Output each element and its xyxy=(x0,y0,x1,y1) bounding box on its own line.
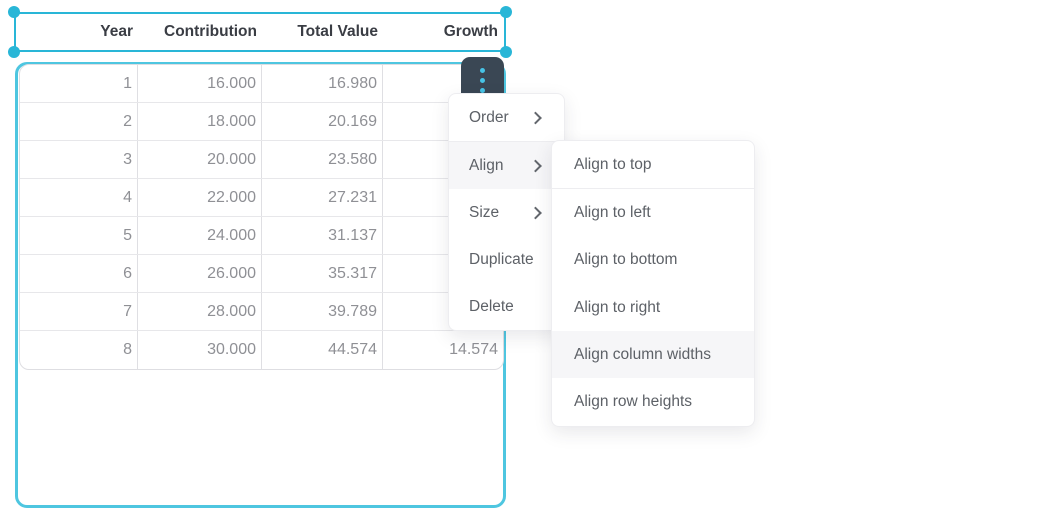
cell-contribution[interactable]: 28.000 xyxy=(138,293,262,330)
cell-total-value[interactable]: 39.789 xyxy=(262,293,383,330)
cell-contribution[interactable]: 18.000 xyxy=(138,103,262,140)
submenu-item-align-column-widths[interactable]: Align column widths xyxy=(552,331,754,379)
table-header-element[interactable]: Year Contribution Total Value Growth xyxy=(14,12,506,52)
data-table: 1 16.000 16.980 2 18.000 20.169 3 20.000… xyxy=(19,64,504,370)
menu-item-label: Align to left xyxy=(574,203,651,221)
cell-total-value[interactable]: 16.980 xyxy=(262,65,383,102)
cell-year[interactable]: 2 xyxy=(20,103,138,140)
menu-item-align[interactable]: Align xyxy=(449,142,564,189)
menu-separator xyxy=(449,141,564,142)
column-header-year[interactable]: Year xyxy=(100,23,133,40)
menu-item-label: Align row heights xyxy=(574,393,693,411)
table-row: 8 30.000 44.574 14.574 xyxy=(20,331,503,369)
cell-contribution[interactable]: 24.000 xyxy=(138,217,262,254)
menu-item-size[interactable]: Size xyxy=(449,189,564,236)
cell-year[interactable]: 7 xyxy=(20,293,138,330)
chevron-right-icon xyxy=(529,111,542,124)
cell-year[interactable]: 5 xyxy=(20,217,138,254)
align-submenu: Align to top Align to left Align to bott… xyxy=(551,140,755,427)
column-header-growth[interactable]: Growth xyxy=(443,23,498,40)
selection-handle-top-right[interactable] xyxy=(500,6,512,18)
table-row: 4 22.000 27.231 xyxy=(20,179,503,217)
cell-total-value[interactable]: 23.580 xyxy=(262,141,383,178)
menu-item-delete[interactable]: Delete xyxy=(449,283,564,330)
table-row: 1 16.000 16.980 xyxy=(20,65,503,103)
cell-total-value[interactable]: 44.574 xyxy=(262,331,383,369)
cell-year[interactable]: 8 xyxy=(20,331,138,369)
cell-year[interactable]: 1 xyxy=(20,65,138,102)
cell-growth[interactable]: 14.574 xyxy=(449,341,498,358)
chevron-right-icon xyxy=(529,206,542,219)
cell-total-value[interactable]: 31.137 xyxy=(262,217,383,254)
table-row: 6 26.000 35.317 xyxy=(20,255,503,293)
submenu-item-align-to-right[interactable]: Align to right xyxy=(552,284,754,331)
cell-contribution[interactable]: 16.000 xyxy=(138,65,262,102)
cell-year[interactable]: 6 xyxy=(20,255,138,292)
column-header-contribution[interactable]: Contribution xyxy=(164,23,257,40)
cell-year[interactable]: 4 xyxy=(20,179,138,216)
cell-contribution[interactable]: 20.000 xyxy=(138,141,262,178)
menu-item-label: Align to right xyxy=(574,298,661,316)
table-row: 3 20.000 23.580 xyxy=(20,141,503,179)
menu-item-label: Align column widths xyxy=(574,345,711,363)
cell-total-value[interactable]: 35.317 xyxy=(262,255,383,292)
menu-item-label: Duplicate xyxy=(469,250,534,268)
menu-item-label: Delete xyxy=(469,297,514,315)
kebab-menu-icon xyxy=(480,67,485,93)
menu-item-label: Size xyxy=(469,203,500,221)
chevron-right-icon xyxy=(529,159,542,172)
menu-item-label: Align xyxy=(469,156,504,174)
column-header-total-value[interactable]: Total Value xyxy=(297,23,378,40)
table-row: 2 18.000 20.169 xyxy=(20,103,503,141)
menu-item-duplicate[interactable]: Duplicate xyxy=(449,236,564,283)
table-row: 5 24.000 31.137 xyxy=(20,217,503,255)
menu-item-order[interactable]: Order xyxy=(449,94,564,141)
submenu-item-align-to-top[interactable]: Align to top xyxy=(552,141,754,188)
menu-item-label: Order xyxy=(469,108,509,126)
context-menu: Order Align Size Duplicate Delete xyxy=(448,93,565,331)
submenu-item-align-to-bottom[interactable]: Align to bottom xyxy=(552,237,754,284)
table-row: 7 28.000 39.789 11.789 xyxy=(20,293,503,331)
menu-item-label: Align to bottom xyxy=(574,251,678,269)
submenu-item-align-to-left[interactable]: Align to left xyxy=(552,189,754,236)
selection-handle-bottom-right[interactable] xyxy=(500,46,512,58)
cell-total-value[interactable]: 27.231 xyxy=(262,179,383,216)
cell-total-value[interactable]: 20.169 xyxy=(262,103,383,140)
menu-separator xyxy=(552,188,754,190)
submenu-item-align-row-heights[interactable]: Align row heights xyxy=(552,378,754,425)
selection-handle-bottom-left[interactable] xyxy=(8,46,20,58)
selection-handle-top-left[interactable] xyxy=(8,6,20,18)
header-row: Year Contribution Total Value Growth xyxy=(16,14,504,50)
cell-contribution[interactable]: 30.000 xyxy=(138,331,262,369)
menu-item-label: Align to top xyxy=(574,155,652,173)
cell-contribution[interactable]: 26.000 xyxy=(138,255,262,292)
cell-contribution[interactable]: 22.000 xyxy=(138,179,262,216)
cell-year[interactable]: 3 xyxy=(20,141,138,178)
